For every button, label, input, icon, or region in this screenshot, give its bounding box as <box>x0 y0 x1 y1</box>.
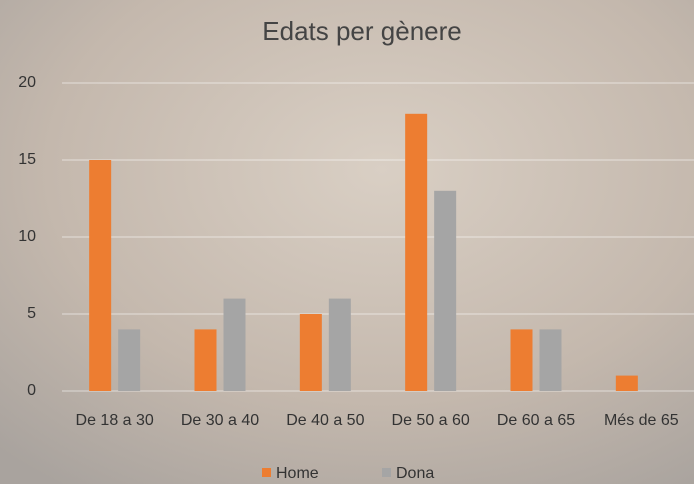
x-tick-label: De 50 a 60 <box>392 412 470 429</box>
bar <box>300 314 322 391</box>
chart: Edats per gènere 0 5 10 15 20 De 18 a 30 De 30… <box>0 0 694 484</box>
bar <box>118 329 140 391</box>
page: Edats per gènere 0 5 10 15 20 De 18 a 30 De 30… <box>0 0 694 484</box>
y-tick-label: 0 <box>27 382 36 399</box>
y-tick-label: 10 <box>18 228 36 245</box>
y-tick-label: 20 <box>18 74 36 91</box>
chart-title: Edats per gènere <box>262 16 461 46</box>
bar <box>224 299 246 391</box>
bar <box>195 329 217 391</box>
y-tick-label: 5 <box>27 305 36 322</box>
bar <box>434 191 456 391</box>
x-tick-label: De 60 a 65 <box>497 412 575 429</box>
bar <box>616 376 638 391</box>
bar <box>540 329 562 391</box>
x-tick-label: De 40 a 50 <box>286 412 364 429</box>
x-tick-label: De 30 a 40 <box>181 412 259 429</box>
x-tick-label: Més de 65 <box>604 412 679 429</box>
x-tick-label: De 18 a 30 <box>76 412 154 429</box>
bar <box>89 160 111 391</box>
legend-swatch <box>382 468 391 477</box>
bar <box>329 299 351 391</box>
legend-label: Dona <box>396 465 434 482</box>
legend-label: Home <box>276 465 319 482</box>
bar <box>405 114 427 391</box>
y-tick-label: 15 <box>18 151 36 168</box>
bar <box>511 329 533 391</box>
legend-swatch <box>262 468 271 477</box>
